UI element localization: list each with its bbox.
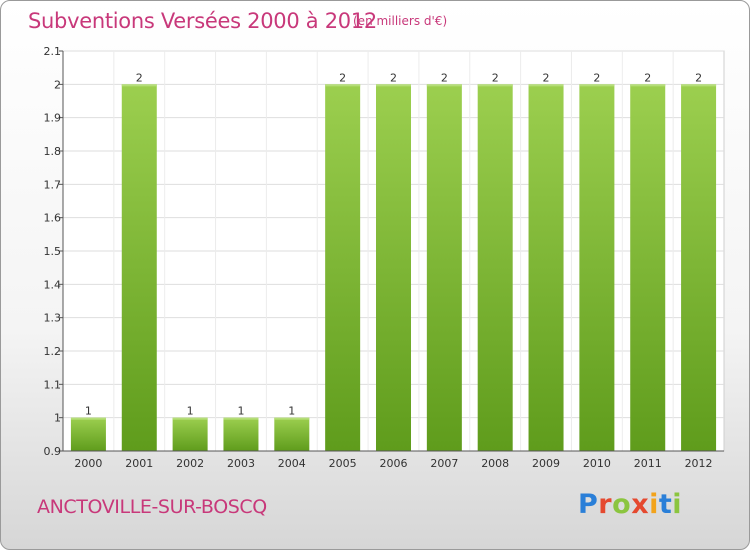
x-tick-label: 2011 xyxy=(634,457,662,470)
bar xyxy=(172,417,208,451)
x-tick-label: 2007 xyxy=(430,457,458,470)
x-tick-label: 2001 xyxy=(125,457,153,470)
y-tick-label: 1 xyxy=(54,412,61,425)
bar xyxy=(528,84,564,451)
data-label: 2 xyxy=(390,71,397,84)
y-tick-label: 0.9 xyxy=(44,445,62,458)
x-tick-label: 2005 xyxy=(329,457,357,470)
x-tick-label: 2002 xyxy=(176,457,204,470)
data-label: 2 xyxy=(695,71,702,84)
y-tick-label: 2.1 xyxy=(44,45,62,58)
bar xyxy=(630,84,666,451)
bar xyxy=(325,84,361,451)
x-tick-label: 2010 xyxy=(583,457,611,470)
bar-highlight xyxy=(325,84,361,87)
bar-highlight xyxy=(274,417,310,420)
bar xyxy=(223,417,259,451)
bar-highlight xyxy=(477,84,513,87)
bar-highlight xyxy=(223,417,259,420)
logo-letter: P xyxy=(578,489,599,520)
logo-letter: o xyxy=(612,489,632,520)
bar xyxy=(70,417,106,451)
axes xyxy=(59,50,724,452)
bar-highlight xyxy=(121,84,157,87)
bar xyxy=(681,84,717,451)
proxiti-logo: Proxiti xyxy=(578,489,682,520)
y-tick-label: 1.9 xyxy=(44,112,62,125)
bar xyxy=(426,84,462,451)
bar-highlight xyxy=(681,84,717,87)
y-tick-labels: 0.9 1 1.1 1.2 1.3 1.4 1.5 1.6 1.7 1.8 1.9 2 2.1 xyxy=(44,45,62,458)
x-tick-label: 2009 xyxy=(532,457,560,470)
logo-letter: i xyxy=(672,489,683,520)
bar xyxy=(376,84,411,451)
logo-letter: x xyxy=(631,489,650,520)
bar-highlight xyxy=(172,417,208,420)
x-tick-label: 2003 xyxy=(227,457,255,470)
logo-letter: r xyxy=(598,489,613,520)
chart-title: Subventions Versées 2000 à 2012 xyxy=(28,9,377,33)
bars xyxy=(70,84,717,451)
logo-letter: t xyxy=(658,489,673,520)
bar xyxy=(477,84,513,451)
data-label: 2 xyxy=(339,71,346,84)
data-label: 2 xyxy=(441,71,448,84)
y-tick-label: 2 xyxy=(54,78,61,91)
commune-name: ANCTOVILLE-SUR-BOSCQ xyxy=(37,496,267,518)
x-tick-labels: 2000 2001 2002 2003 2004 2005 2006 2007 2008 2009… xyxy=(74,457,712,470)
chart-subtitle: (en milliers d'€) xyxy=(353,14,448,28)
x-tick-label: 2006 xyxy=(380,457,408,470)
bar-highlight xyxy=(376,84,411,87)
y-tick-label: 1.3 xyxy=(44,312,62,325)
bar xyxy=(579,84,615,451)
x-tick-label: 2000 xyxy=(74,457,102,470)
x-tick-label: 2008 xyxy=(481,457,509,470)
bar-highlight xyxy=(70,417,106,420)
bar xyxy=(274,417,310,451)
data-label: 2 xyxy=(543,71,550,84)
data-label: 1 xyxy=(288,405,295,418)
y-tick-label: 1.2 xyxy=(44,345,62,358)
bar-highlight xyxy=(630,84,666,87)
data-label: 1 xyxy=(187,405,194,418)
x-tick-label: 2012 xyxy=(685,457,713,470)
y-tick-label: 1.6 xyxy=(44,212,62,225)
data-label: 1 xyxy=(237,405,244,418)
y-tick-label: 1.7 xyxy=(44,178,62,191)
data-label: 2 xyxy=(492,71,499,84)
data-label: 2 xyxy=(136,71,143,84)
data-labels: 1 2 1 1 1 2 2 2 2 2 2 2 2 xyxy=(85,71,702,417)
data-label: 2 xyxy=(593,71,600,84)
y-tick-label: 1.8 xyxy=(44,145,62,158)
y-tick-label: 1.4 xyxy=(44,278,62,291)
data-label: 1 xyxy=(85,405,92,418)
bar-highlight xyxy=(528,84,564,87)
logo-letter: i xyxy=(649,489,659,520)
bar xyxy=(121,84,157,451)
y-tick-label: 1.1 xyxy=(44,378,62,391)
data-label: 2 xyxy=(644,71,651,84)
y-tick-label: 1.5 xyxy=(44,245,62,258)
bar-highlight xyxy=(579,84,615,87)
x-tick-label: 2004 xyxy=(278,457,306,470)
bar-highlight xyxy=(426,84,462,87)
